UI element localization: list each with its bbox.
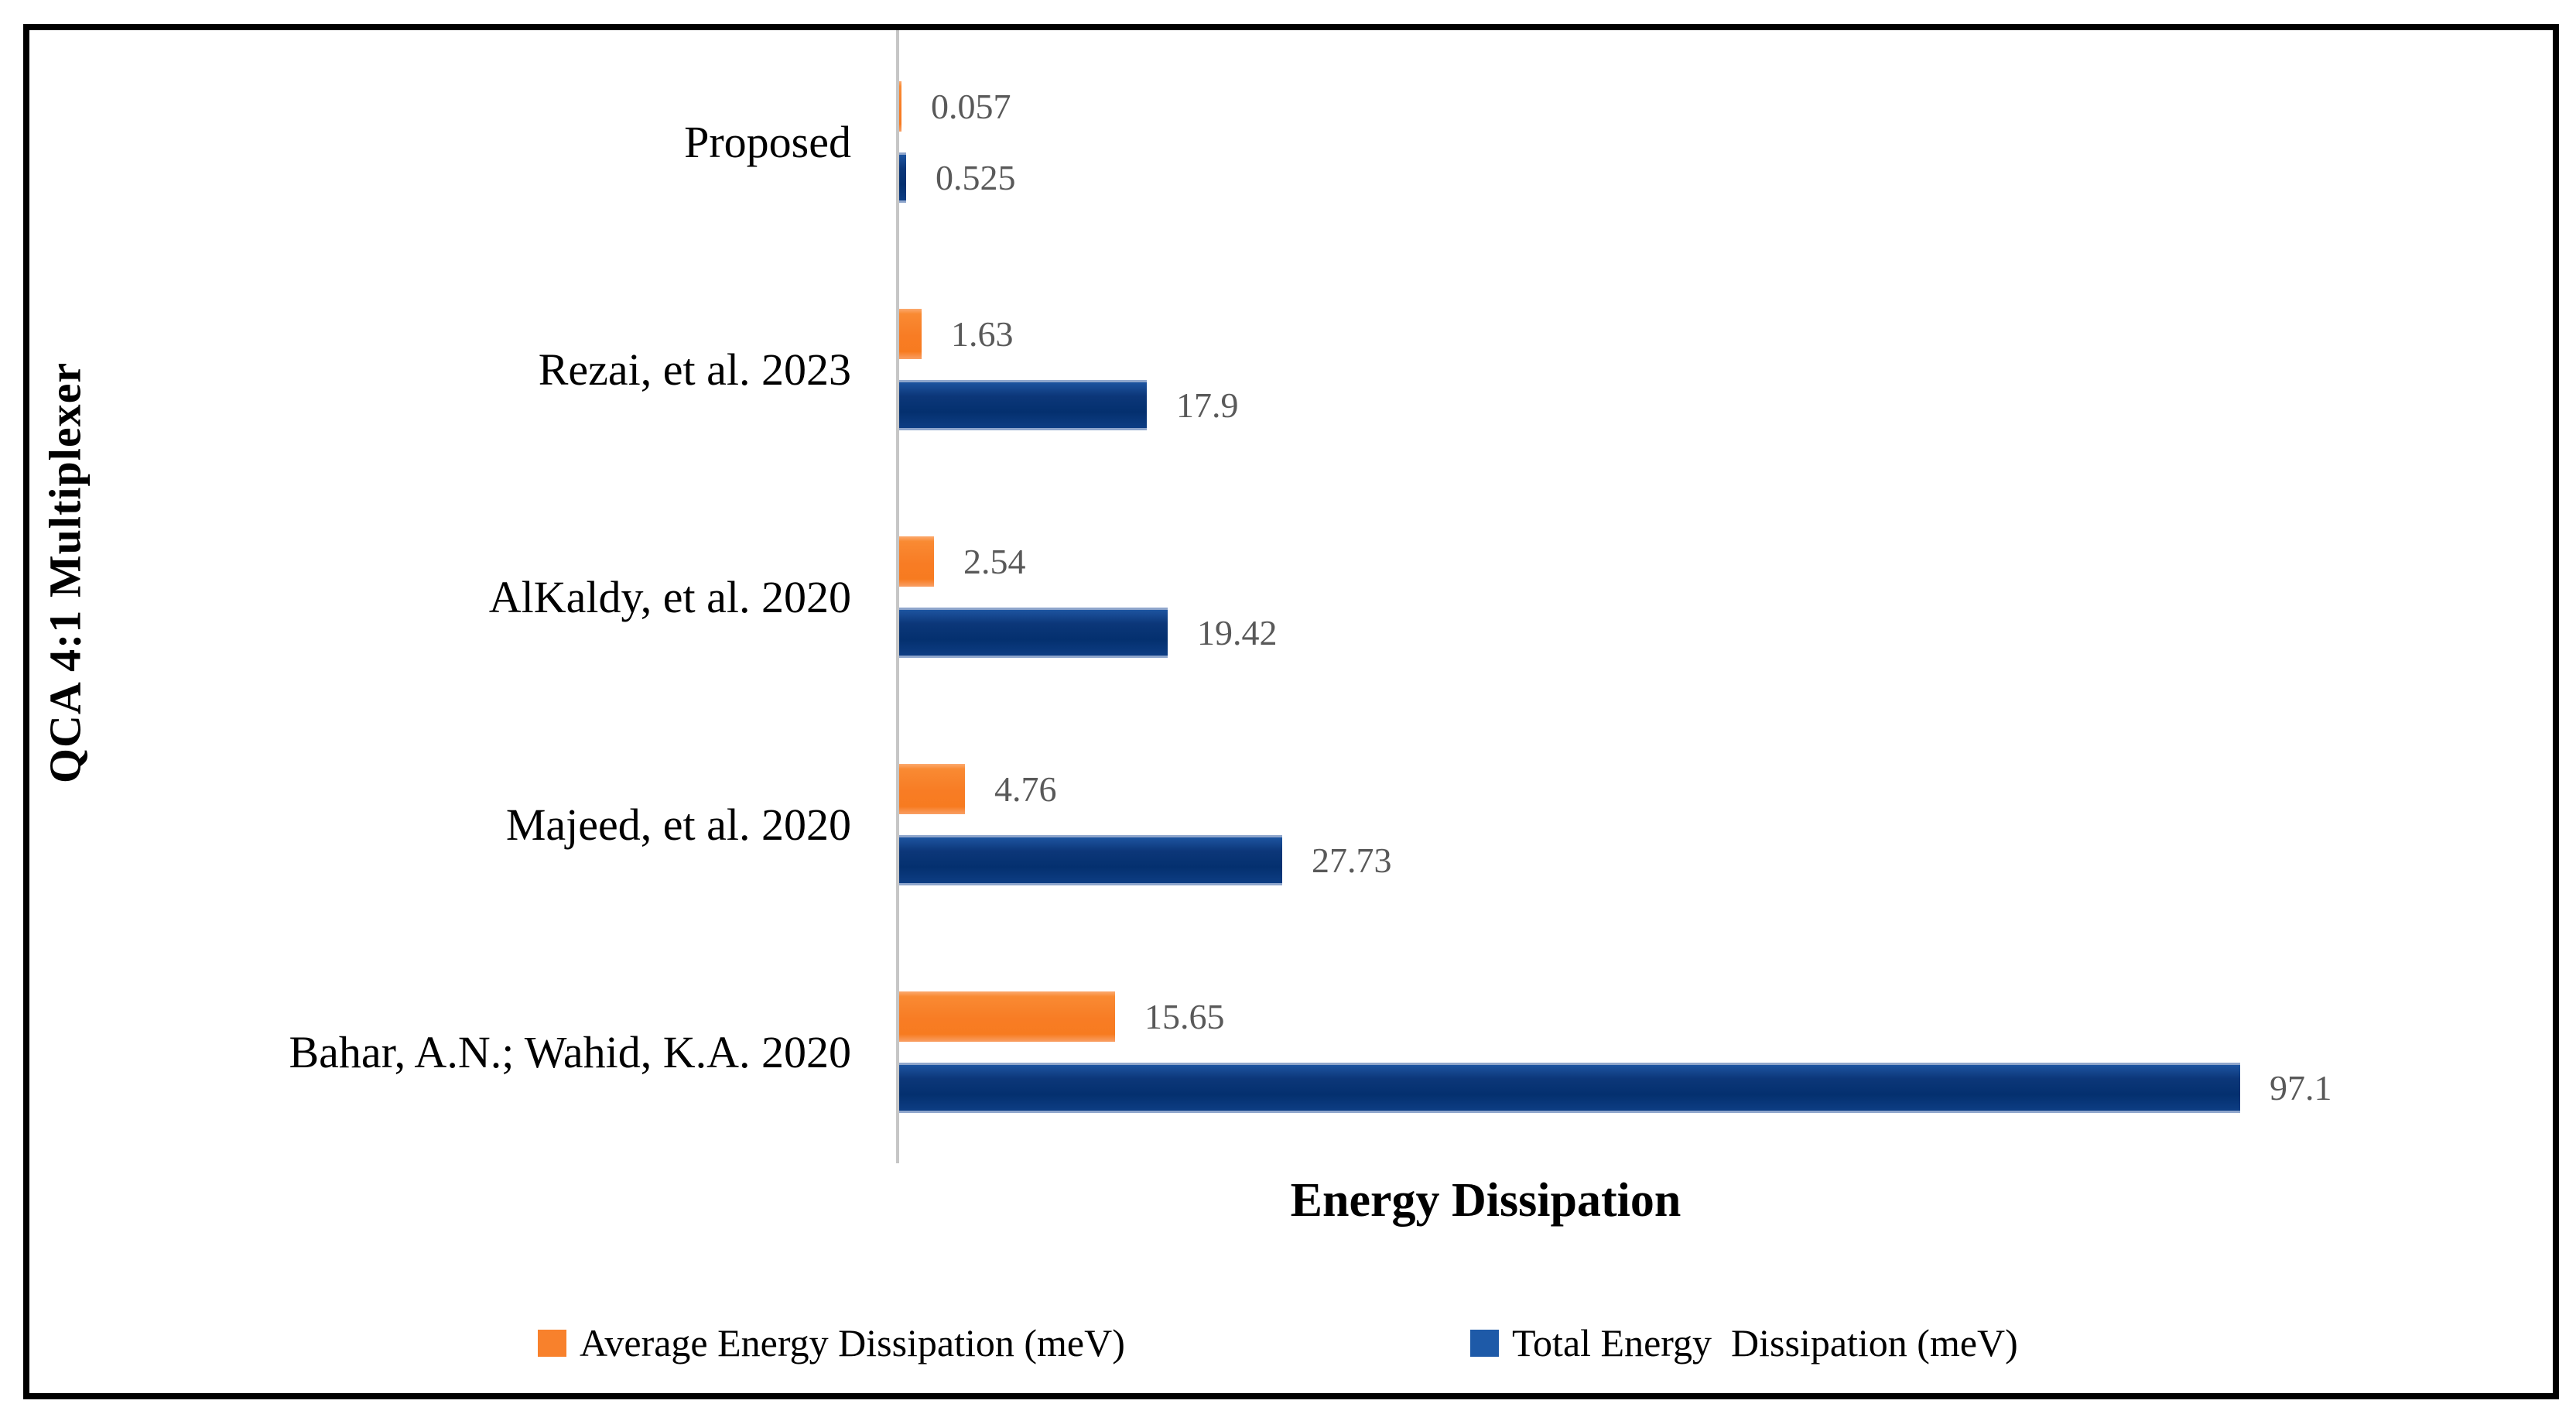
category-label: AlKaldy, et al. 2020 <box>488 571 851 622</box>
bar-average <box>899 764 965 814</box>
legend-label-total: Total Energy Dissipation (meV) <box>1512 1321 2018 1365</box>
bar-total <box>899 152 906 203</box>
bar-total <box>899 1063 2240 1113</box>
bar-average <box>899 309 922 359</box>
value-label: 97.1 <box>2270 1067 2332 1108</box>
category-label: Proposed <box>684 116 851 167</box>
value-label: 2.54 <box>963 541 1026 581</box>
x-axis-title: Energy Dissipation <box>1290 1174 1681 1227</box>
bar-total <box>899 380 1147 430</box>
category-label: Bahar, A.N.; Wahid, K.A. 2020 <box>289 1026 851 1077</box>
legend-item-average: Average Energy Dissipation (meV) <box>538 1319 1125 1367</box>
legend-swatch-average-icon <box>538 1329 566 1357</box>
legend-swatch-total-icon <box>1470 1329 1499 1357</box>
value-label: 0.057 <box>931 86 1011 126</box>
value-label: 0.525 <box>936 157 1016 197</box>
chart-border-frame <box>23 24 2559 1399</box>
value-label: 17.9 <box>1176 385 1239 425</box>
legend-label-average: Average Energy Dissipation (meV) <box>580 1321 1125 1365</box>
y-axis-title: QCA 4:1 Multiplexer <box>39 361 91 784</box>
category-axis-line <box>896 30 899 1163</box>
value-label: 4.76 <box>994 769 1057 809</box>
bar-average <box>899 536 934 587</box>
value-label: 15.65 <box>1144 996 1225 1036</box>
bar-average <box>899 81 901 132</box>
category-label: Rezai, et al. 2023 <box>538 344 851 395</box>
value-label: 1.63 <box>951 313 1014 354</box>
bar-total <box>899 608 1168 658</box>
bar-average <box>899 991 1115 1042</box>
bar-total <box>899 835 1282 885</box>
value-label: 27.73 <box>1312 840 1392 880</box>
legend-item-total: Total Energy Dissipation (meV) <box>1470 1319 2018 1367</box>
category-label: Majeed, et al. 2020 <box>505 799 851 850</box>
value-label: 19.42 <box>1197 612 1278 652</box>
